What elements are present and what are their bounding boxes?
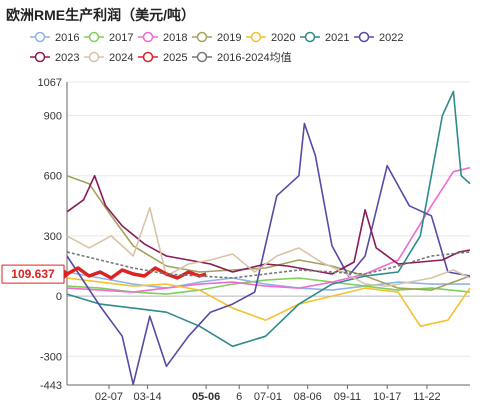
legend-item-2025[interactable]: 2025 — [138, 51, 187, 64]
legend-marker — [196, 31, 208, 43]
value-pointer: 109.637 — [1, 264, 70, 284]
x-tick-label: 08-06 — [294, 391, 322, 403]
legend-item-2016-2024均值[interactable]: 2016-2024均值 — [192, 51, 292, 64]
legend-item-2018[interactable]: 2018 — [138, 31, 187, 44]
legend-item-2022[interactable]: 2022 — [354, 31, 403, 44]
series-line-2020 — [66, 277, 471, 328]
series-line-2021 — [66, 90, 471, 348]
series-line-2018 — [66, 166, 471, 293]
series-line-2019 — [66, 174, 471, 291]
legend-item-2023[interactable]: 2023 — [30, 51, 79, 64]
legend-label: 2020 — [271, 32, 295, 44]
y-tick-label: -443 — [40, 380, 62, 392]
pointer-arrow — [64, 269, 70, 280]
legend-label: 2024 — [109, 52, 133, 64]
x-tick-label: 10-17 — [373, 391, 401, 403]
legend-marker — [88, 31, 100, 43]
axes: -443 -300 0 300 600 900 1067 02-07 03-14 05-06 6 07… — [38, 77, 470, 403]
x-tick-label: 09-11 — [334, 391, 361, 403]
y-tick-label: 600 — [44, 171, 62, 183]
series-group — [66, 90, 471, 386]
y-tick-label: 900 — [44, 111, 62, 123]
legend-marker — [34, 51, 46, 63]
legend-label: 2019 — [217, 32, 241, 44]
series-line-2016-2024均值 — [66, 251, 471, 279]
legend-item-2021[interactable]: 2021 — [300, 31, 349, 44]
legend-marker — [196, 51, 208, 63]
legend-marker — [304, 31, 316, 43]
y-tick-label: -300 — [40, 351, 62, 363]
legend-item-2019[interactable]: 2019 — [192, 31, 241, 44]
y-tick-label: 1067 — [38, 77, 62, 89]
legend-label: 2025 — [163, 52, 187, 64]
legend-marker — [358, 31, 370, 43]
legend-label: 2016 — [55, 32, 79, 44]
legend-item-2020[interactable]: 2020 — [246, 31, 295, 44]
legend-marker — [88, 51, 100, 63]
series-line-2025 — [66, 266, 207, 280]
legend-marker — [34, 31, 46, 43]
legend-label: 2022 — [379, 32, 403, 44]
legend-marker — [142, 31, 154, 43]
x-tick-label: 11-22 — [413, 391, 440, 403]
chart-title: 欧洲RME生产利润（美元/吨） — [6, 7, 195, 23]
series-line-2023 — [66, 174, 471, 275]
legend-label: 2023 — [55, 52, 79, 64]
legend-label: 2018 — [163, 32, 187, 44]
y-tick-label: 0 — [56, 291, 62, 303]
pointer-label: 109.637 — [11, 267, 55, 281]
x-tick-label: 07-01 — [254, 391, 282, 403]
x-tick-label: 05-06 — [192, 391, 220, 403]
legend-marker — [250, 31, 262, 43]
y-tick-label: 300 — [44, 231, 62, 243]
series-line-2016 — [66, 271, 470, 291]
series-line-2024 — [66, 207, 471, 287]
x-tick-label: 03-14 — [134, 391, 162, 403]
x-tick-label: 6 — [236, 391, 242, 403]
legend-item-2016[interactable]: 2016 — [30, 31, 79, 44]
legend: 2016 2017 2018 2019 2020 2021 2022 2023 2024 2025… — [30, 31, 403, 64]
legend-marker — [142, 51, 154, 63]
legend-label: 2016-2024均值 — [217, 51, 292, 64]
series-line-2022 — [66, 122, 471, 386]
legend-label: 2017 — [109, 32, 133, 44]
legend-item-2017[interactable]: 2017 — [84, 31, 133, 44]
legend-label: 2021 — [325, 32, 349, 44]
x-tick-label: 02-07 — [95, 391, 123, 403]
legend-item-2024[interactable]: 2024 — [84, 51, 133, 64]
